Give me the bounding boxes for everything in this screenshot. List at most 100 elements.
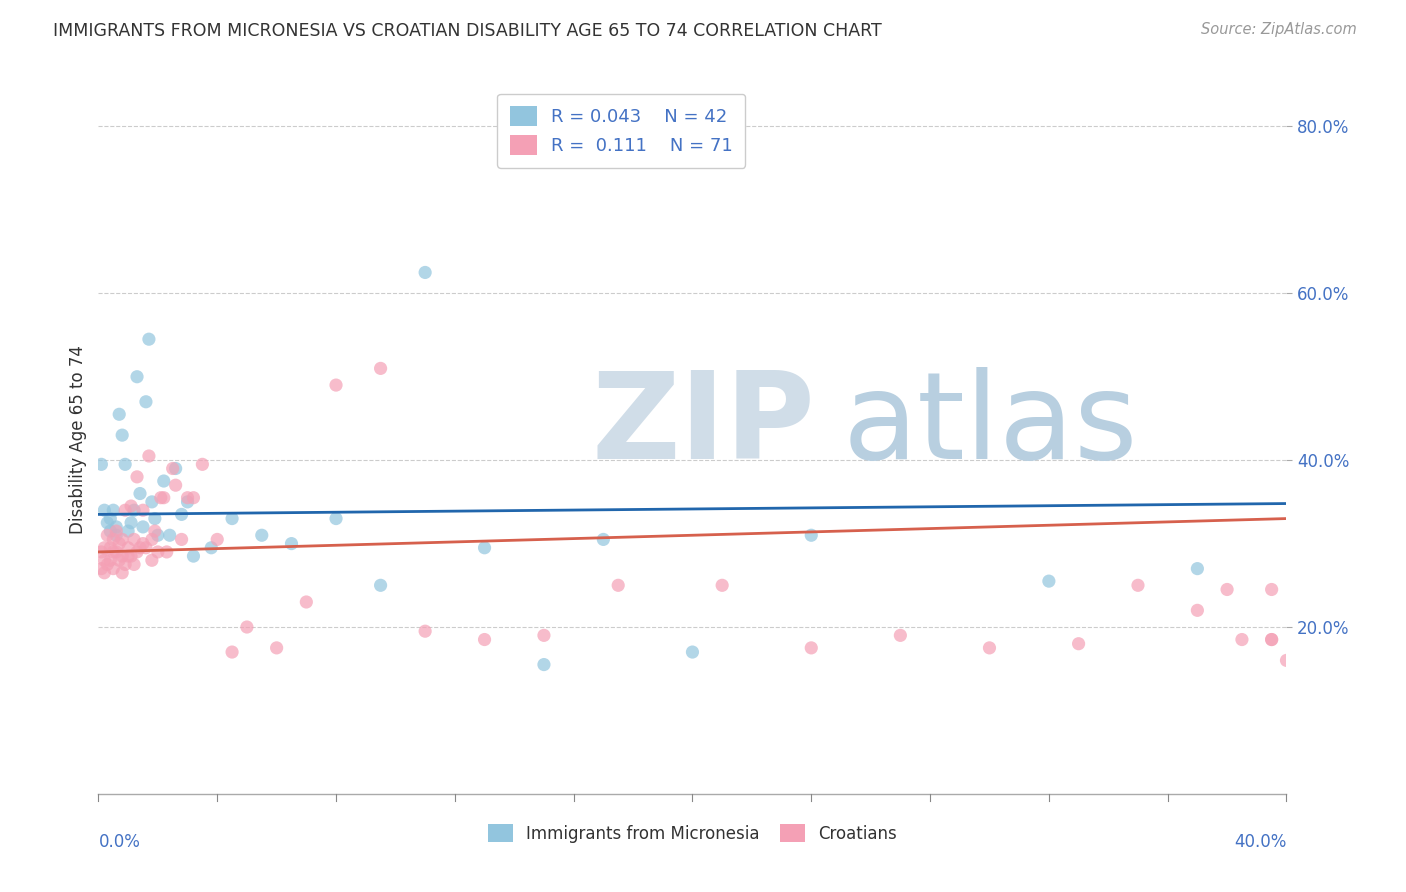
Point <box>162 461 184 475</box>
Point <box>146 528 169 542</box>
Point <box>152 491 174 505</box>
Point <box>205 533 228 547</box>
Point <box>90 458 112 472</box>
Point <box>125 545 148 559</box>
Point <box>125 470 148 484</box>
Point <box>1260 582 1282 597</box>
Point <box>132 520 155 534</box>
Point <box>105 524 128 538</box>
Point <box>132 503 155 517</box>
Point <box>413 624 436 639</box>
Point <box>114 503 136 517</box>
Point <box>141 553 163 567</box>
Point <box>96 528 118 542</box>
Point <box>176 491 198 505</box>
Point <box>108 407 131 421</box>
Point <box>103 545 125 559</box>
Point <box>93 566 115 580</box>
Point <box>129 486 152 500</box>
Point <box>117 541 139 555</box>
Text: ZIP: ZIP <box>592 367 815 483</box>
Point <box>135 394 157 409</box>
Point <box>111 428 134 442</box>
Point <box>592 533 614 547</box>
Point <box>114 558 136 572</box>
Text: IMMIGRANTS FROM MICRONESIA VS CROATIAN DISABILITY AGE 65 TO 74 CORRELATION CHART: IMMIGRANTS FROM MICRONESIA VS CROATIAN D… <box>53 22 882 40</box>
Point <box>533 657 555 672</box>
Point <box>98 511 121 525</box>
Point <box>111 566 134 580</box>
Point <box>103 503 125 517</box>
Point <box>135 541 157 555</box>
Point <box>370 578 392 592</box>
Point <box>98 524 121 538</box>
Point <box>138 449 160 463</box>
Point <box>1067 637 1090 651</box>
Point <box>533 628 555 642</box>
Point <box>979 640 1001 655</box>
Point <box>93 503 115 517</box>
Point <box>474 632 496 647</box>
Point <box>98 553 121 567</box>
Y-axis label: Disability Age 65 to 74: Disability Age 65 to 74 <box>69 345 87 533</box>
Point <box>280 536 302 550</box>
Point <box>103 561 125 575</box>
Point <box>1187 603 1209 617</box>
Point <box>111 549 134 563</box>
Point <box>120 516 142 530</box>
Point <box>266 640 288 655</box>
Point <box>98 541 121 555</box>
Point <box>156 545 179 559</box>
Point <box>125 369 148 384</box>
Point <box>120 499 142 513</box>
Point <box>122 558 145 572</box>
Point <box>221 645 243 659</box>
Point <box>325 378 347 392</box>
Point <box>183 491 205 505</box>
Point <box>165 478 187 492</box>
Point <box>1260 632 1282 647</box>
Point <box>96 516 118 530</box>
Point <box>108 553 131 567</box>
Point <box>122 503 145 517</box>
Point <box>370 361 392 376</box>
Point <box>711 578 734 592</box>
Text: atlas: atlas <box>842 367 1137 483</box>
Point <box>170 508 193 522</box>
Point <box>1187 561 1209 575</box>
Point <box>105 545 128 559</box>
Point <box>889 628 911 642</box>
Legend: Immigrants from Micronesia, Croatians: Immigrants from Micronesia, Croatians <box>478 814 907 853</box>
Text: 40.0%: 40.0% <box>1234 833 1286 851</box>
Point <box>1230 632 1253 647</box>
Point <box>152 474 174 488</box>
Point <box>800 528 823 542</box>
Point <box>191 458 214 472</box>
Point <box>800 640 823 655</box>
Point <box>141 533 163 547</box>
Point <box>103 533 125 547</box>
Point <box>176 495 198 509</box>
Point <box>250 528 273 542</box>
Point <box>170 533 193 547</box>
Point <box>122 533 145 547</box>
Point <box>117 524 139 538</box>
Point <box>1038 574 1060 589</box>
Point <box>143 511 166 525</box>
Point <box>105 528 128 542</box>
Point <box>96 558 118 572</box>
Point <box>221 511 243 525</box>
Point <box>183 549 205 563</box>
Point <box>159 528 181 542</box>
Point <box>149 491 172 505</box>
Point <box>681 645 703 659</box>
Point <box>607 578 630 592</box>
Point <box>120 549 142 563</box>
Point <box>1216 582 1239 597</box>
Point <box>165 461 187 475</box>
Point <box>129 541 152 555</box>
Point <box>1275 653 1298 667</box>
Point <box>114 458 136 472</box>
Point <box>105 520 128 534</box>
Point <box>1260 632 1282 647</box>
